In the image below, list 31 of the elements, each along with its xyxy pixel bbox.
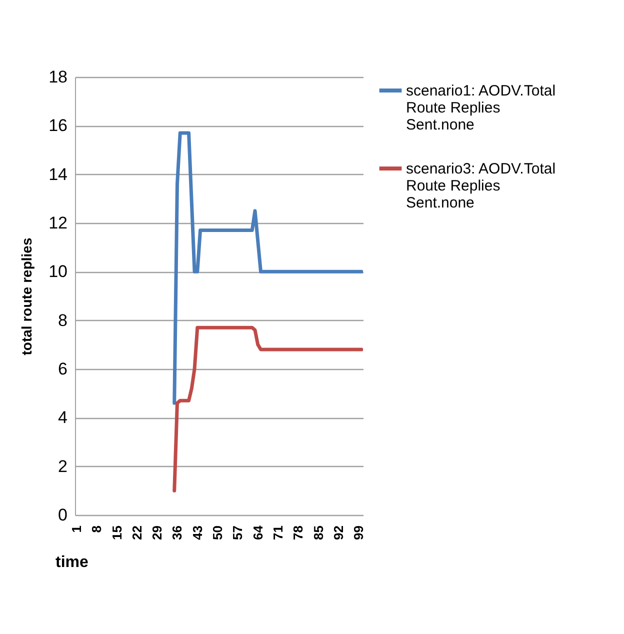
y-axis-title: total route replies [18, 238, 35, 356]
y-tick-label: 0 [58, 506, 68, 524]
legend-label: scenario3: AODV.Total Route Replies Sent.none [406, 160, 556, 212]
y-tick-label: 4 [58, 408, 68, 428]
y-tick-label: 8 [58, 310, 68, 330]
y-tick-label: 2 [58, 456, 68, 476]
y-tick-label: 18 [48, 68, 68, 86]
x-tick-label: 8 [89, 526, 104, 533]
x-tick-label: 1 [68, 526, 84, 533]
x-tick-label: 64 [250, 524, 266, 540]
x-tick-label: 92 [331, 526, 346, 540]
x-tick-label: 29 [150, 526, 165, 540]
y-tick-label: 16 [48, 116, 68, 136]
y-tick-label: 14 [48, 164, 68, 184]
y-tick-label: 6 [58, 360, 68, 378]
x-tick-label: 57 [230, 526, 246, 540]
x-tick-label: 71 [270, 526, 286, 540]
x-tick-label: 78 [290, 526, 306, 540]
x-tick-label: 22 [129, 526, 144, 540]
legend-label: scenario1: AODV.Total Route Replies Sent.none [406, 82, 556, 134]
x-axis-title: time [56, 554, 88, 571]
line-series [172, 131, 363, 405]
x-tick-label: 36 [170, 526, 185, 540]
line-series [172, 326, 363, 492]
x-tick-label: 85 [310, 526, 326, 540]
x-tick-label: 43 [190, 526, 205, 540]
x-tick-label: 50 [210, 526, 226, 540]
y-tick-label: 12 [48, 214, 68, 232]
x-tick-label: 99 [351, 526, 366, 540]
x-tick-label: 15 [109, 526, 124, 540]
y-tick-label: 10 [48, 262, 68, 282]
